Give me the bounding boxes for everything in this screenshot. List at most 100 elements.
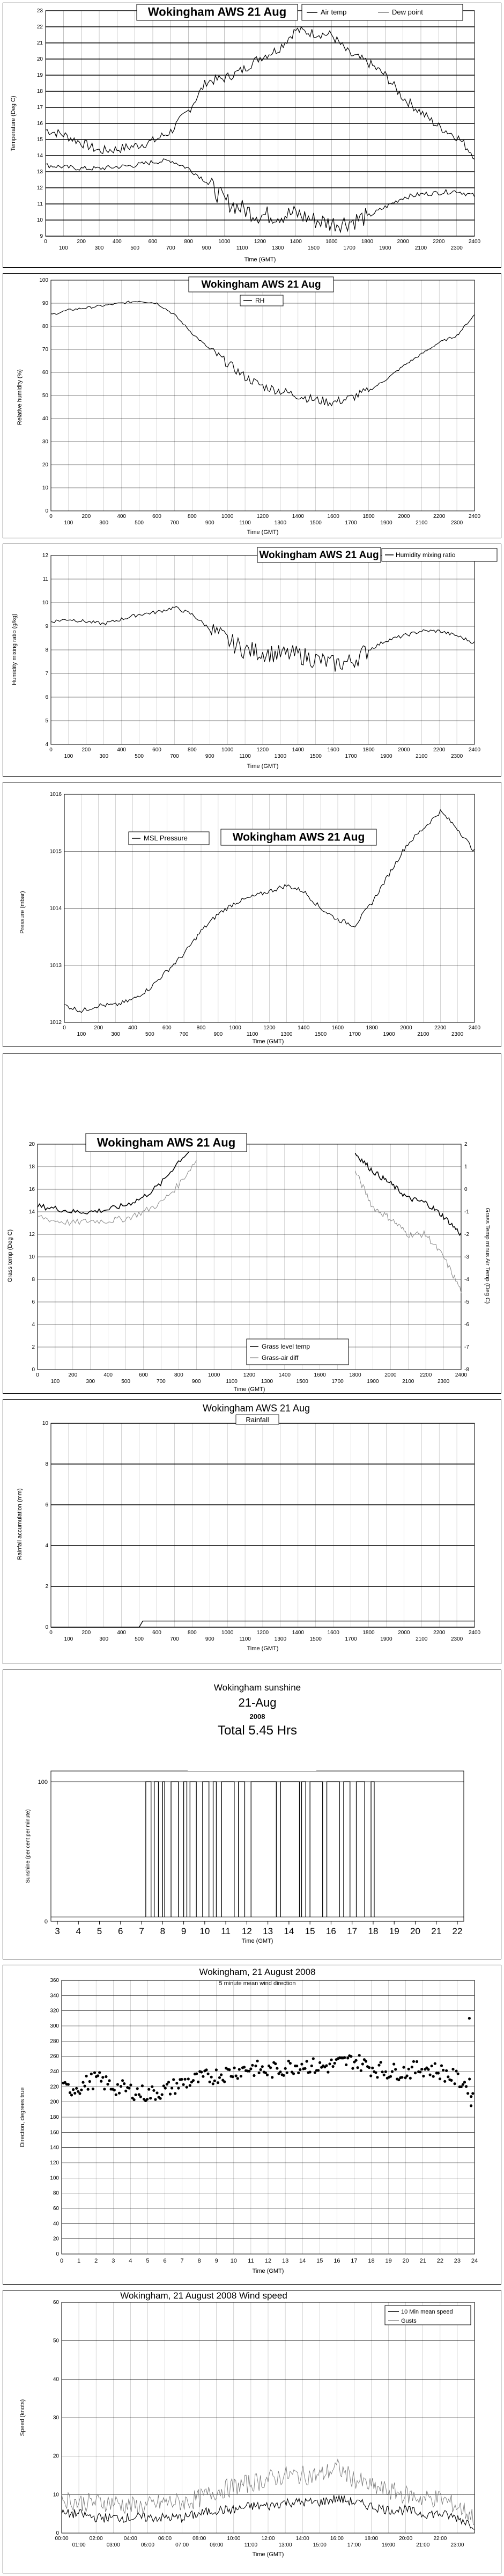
- temp-ytick-label: 21: [37, 40, 43, 46]
- sun-xtick-label: 12: [242, 1926, 252, 1936]
- rh-ytick-label: 40: [42, 416, 49, 422]
- temp-xtick-label: 0: [44, 239, 47, 245]
- grass-y2tick-label: -3: [464, 1254, 469, 1260]
- wdir-point: [97, 2074, 100, 2077]
- wdir-point: [132, 2098, 136, 2102]
- wdir-point: [405, 2074, 409, 2077]
- grass-xtick-label: 100: [51, 1379, 60, 1385]
- temp-xtick-label: 1500: [308, 245, 320, 251]
- wdir-xtick-label: 8: [198, 2258, 201, 2264]
- wdir-point: [438, 2077, 442, 2081]
- sun-bar: [189, 1781, 197, 1917]
- grass-xtick-label: 2100: [402, 1379, 414, 1385]
- hmr-ytick-label: 7: [45, 671, 48, 677]
- temp-ytick-label: 11: [38, 201, 43, 207]
- wspd-xtick-label: 12:00: [261, 2536, 275, 2542]
- rh-xtick-label: 2400: [469, 514, 481, 519]
- hmr-xtick-label: 200: [81, 747, 91, 753]
- sun-ylabel: Sunshine (per cent per minute): [25, 1809, 31, 1883]
- wdir-xtick-label: 24: [471, 2258, 478, 2264]
- wdir-point: [325, 2064, 328, 2067]
- wdir-point: [419, 2070, 422, 2074]
- temp-legend-label: Air temp: [321, 8, 346, 16]
- wdir-point: [72, 2088, 75, 2091]
- wdir-point: [284, 2067, 287, 2070]
- wdir-point: [155, 2091, 159, 2095]
- panel-frame-wdir: [3, 1965, 501, 2285]
- hmr-xlabel: Time (GMT): [247, 763, 279, 770]
- hmr-xtick-label: 500: [135, 753, 144, 759]
- temp-ytick-label: 15: [37, 137, 43, 143]
- wdir-point: [213, 2079, 216, 2082]
- hmr-ylabel: Humidity mixing ratio (g/kg): [11, 613, 18, 685]
- wdir-xtick-label: 16: [333, 2258, 340, 2264]
- grass-y2tick-label: -5: [464, 1299, 469, 1305]
- temp-title: Wokingham AWS 21 Aug: [148, 5, 286, 19]
- mslp-xlabel: Time (GMT): [253, 1038, 284, 1045]
- wdir-point: [177, 2087, 180, 2090]
- mslp-xtick-label: 1500: [315, 1031, 327, 1037]
- grass-ytick-label: 2: [32, 1344, 35, 1350]
- wdir-point: [269, 2066, 272, 2069]
- wdir-point: [119, 2085, 123, 2088]
- wdir-ytick-label: 160: [50, 2129, 59, 2135]
- rh-ytick-label: 100: [39, 277, 48, 283]
- mslp-xtick-label: 1000: [229, 1025, 242, 1031]
- wdir-point: [152, 2089, 155, 2092]
- sun-xlabel: Time (GMT): [242, 1938, 273, 1944]
- wspd-xtick-label: 10:00: [227, 2536, 240, 2542]
- wdir-point: [134, 2093, 137, 2096]
- wdir-point: [63, 2081, 66, 2084]
- mslp-xtick-label: 2100: [417, 1031, 429, 1037]
- mslp-xtick-label: 1600: [332, 1025, 344, 1031]
- wdir-point: [436, 2072, 440, 2075]
- wdir-point: [121, 2079, 124, 2082]
- sun-plot-area: [50, 1770, 464, 1922]
- temp-ytick-label: 23: [37, 8, 43, 14]
- wdir-point: [461, 2083, 465, 2086]
- wdir-subtitle: 5 minute mean wind direction: [219, 1980, 295, 1987]
- wspd-xtick-label: 19:00: [382, 2542, 395, 2548]
- rain-xtick-label: 400: [117, 1630, 126, 1636]
- wdir-point: [167, 2081, 171, 2084]
- hmr-legend: [381, 548, 498, 562]
- wdir-point: [464, 2085, 468, 2088]
- hmr-ytick-label: 6: [45, 694, 48, 700]
- rain-xtick-label: 2300: [451, 1636, 463, 1642]
- rain-xtick-label: 2400: [469, 1630, 481, 1636]
- mslp-xtick-label: 2400: [469, 1025, 481, 1031]
- wdir-point: [234, 2074, 238, 2077]
- wspd-ytick-label: 50: [53, 2338, 60, 2344]
- rain-ylabel: Rainfall accumulation (mm): [17, 1488, 23, 1560]
- wdir-point: [159, 2097, 162, 2100]
- sun-subtitle-date: 21-Aug: [239, 1696, 277, 1709]
- rh-ylabel: Relative humidity (%): [17, 369, 23, 425]
- temp-xtick-label: 2100: [415, 245, 427, 251]
- rain-xtick-label: 800: [188, 1630, 197, 1636]
- wdir-point: [124, 2089, 128, 2092]
- hmr-xtick-label: 1600: [328, 747, 340, 753]
- temp-xtick-label: 2300: [451, 245, 463, 251]
- wdir-point: [83, 2084, 86, 2088]
- mslp-legend-label: MSL Pressure: [144, 834, 188, 842]
- hmr-ytick-label: 11: [43, 576, 49, 582]
- wdir-point: [292, 2072, 295, 2075]
- panel-frame-grass: [3, 1053, 501, 1394]
- mslp-xtick-label: 600: [162, 1025, 172, 1031]
- rain-ytick-label: 4: [45, 1543, 48, 1549]
- temp-xtick-label: 1200: [254, 239, 266, 245]
- wspd-gusts-line: [61, 2458, 475, 2526]
- wdir-point: [445, 2069, 448, 2072]
- grass-ytick-label: 18: [29, 1164, 35, 1170]
- wdir-xtick-label: 3: [112, 2258, 115, 2264]
- rh-title: Wokingham AWS 21 Aug: [201, 279, 321, 290]
- wspd-legend-label: Gusts: [401, 2318, 417, 2324]
- temp-ytick-label: 9: [40, 233, 43, 239]
- wspd-xtick-label: 01:00: [72, 2542, 86, 2548]
- wdir-point: [447, 2075, 450, 2079]
- wdir-point: [259, 2068, 262, 2072]
- rain-xtick-label: 1700: [345, 1636, 357, 1642]
- wdir-point: [197, 2080, 200, 2083]
- wdir-point: [377, 2063, 381, 2067]
- temp-xtick-label: 2400: [469, 239, 481, 245]
